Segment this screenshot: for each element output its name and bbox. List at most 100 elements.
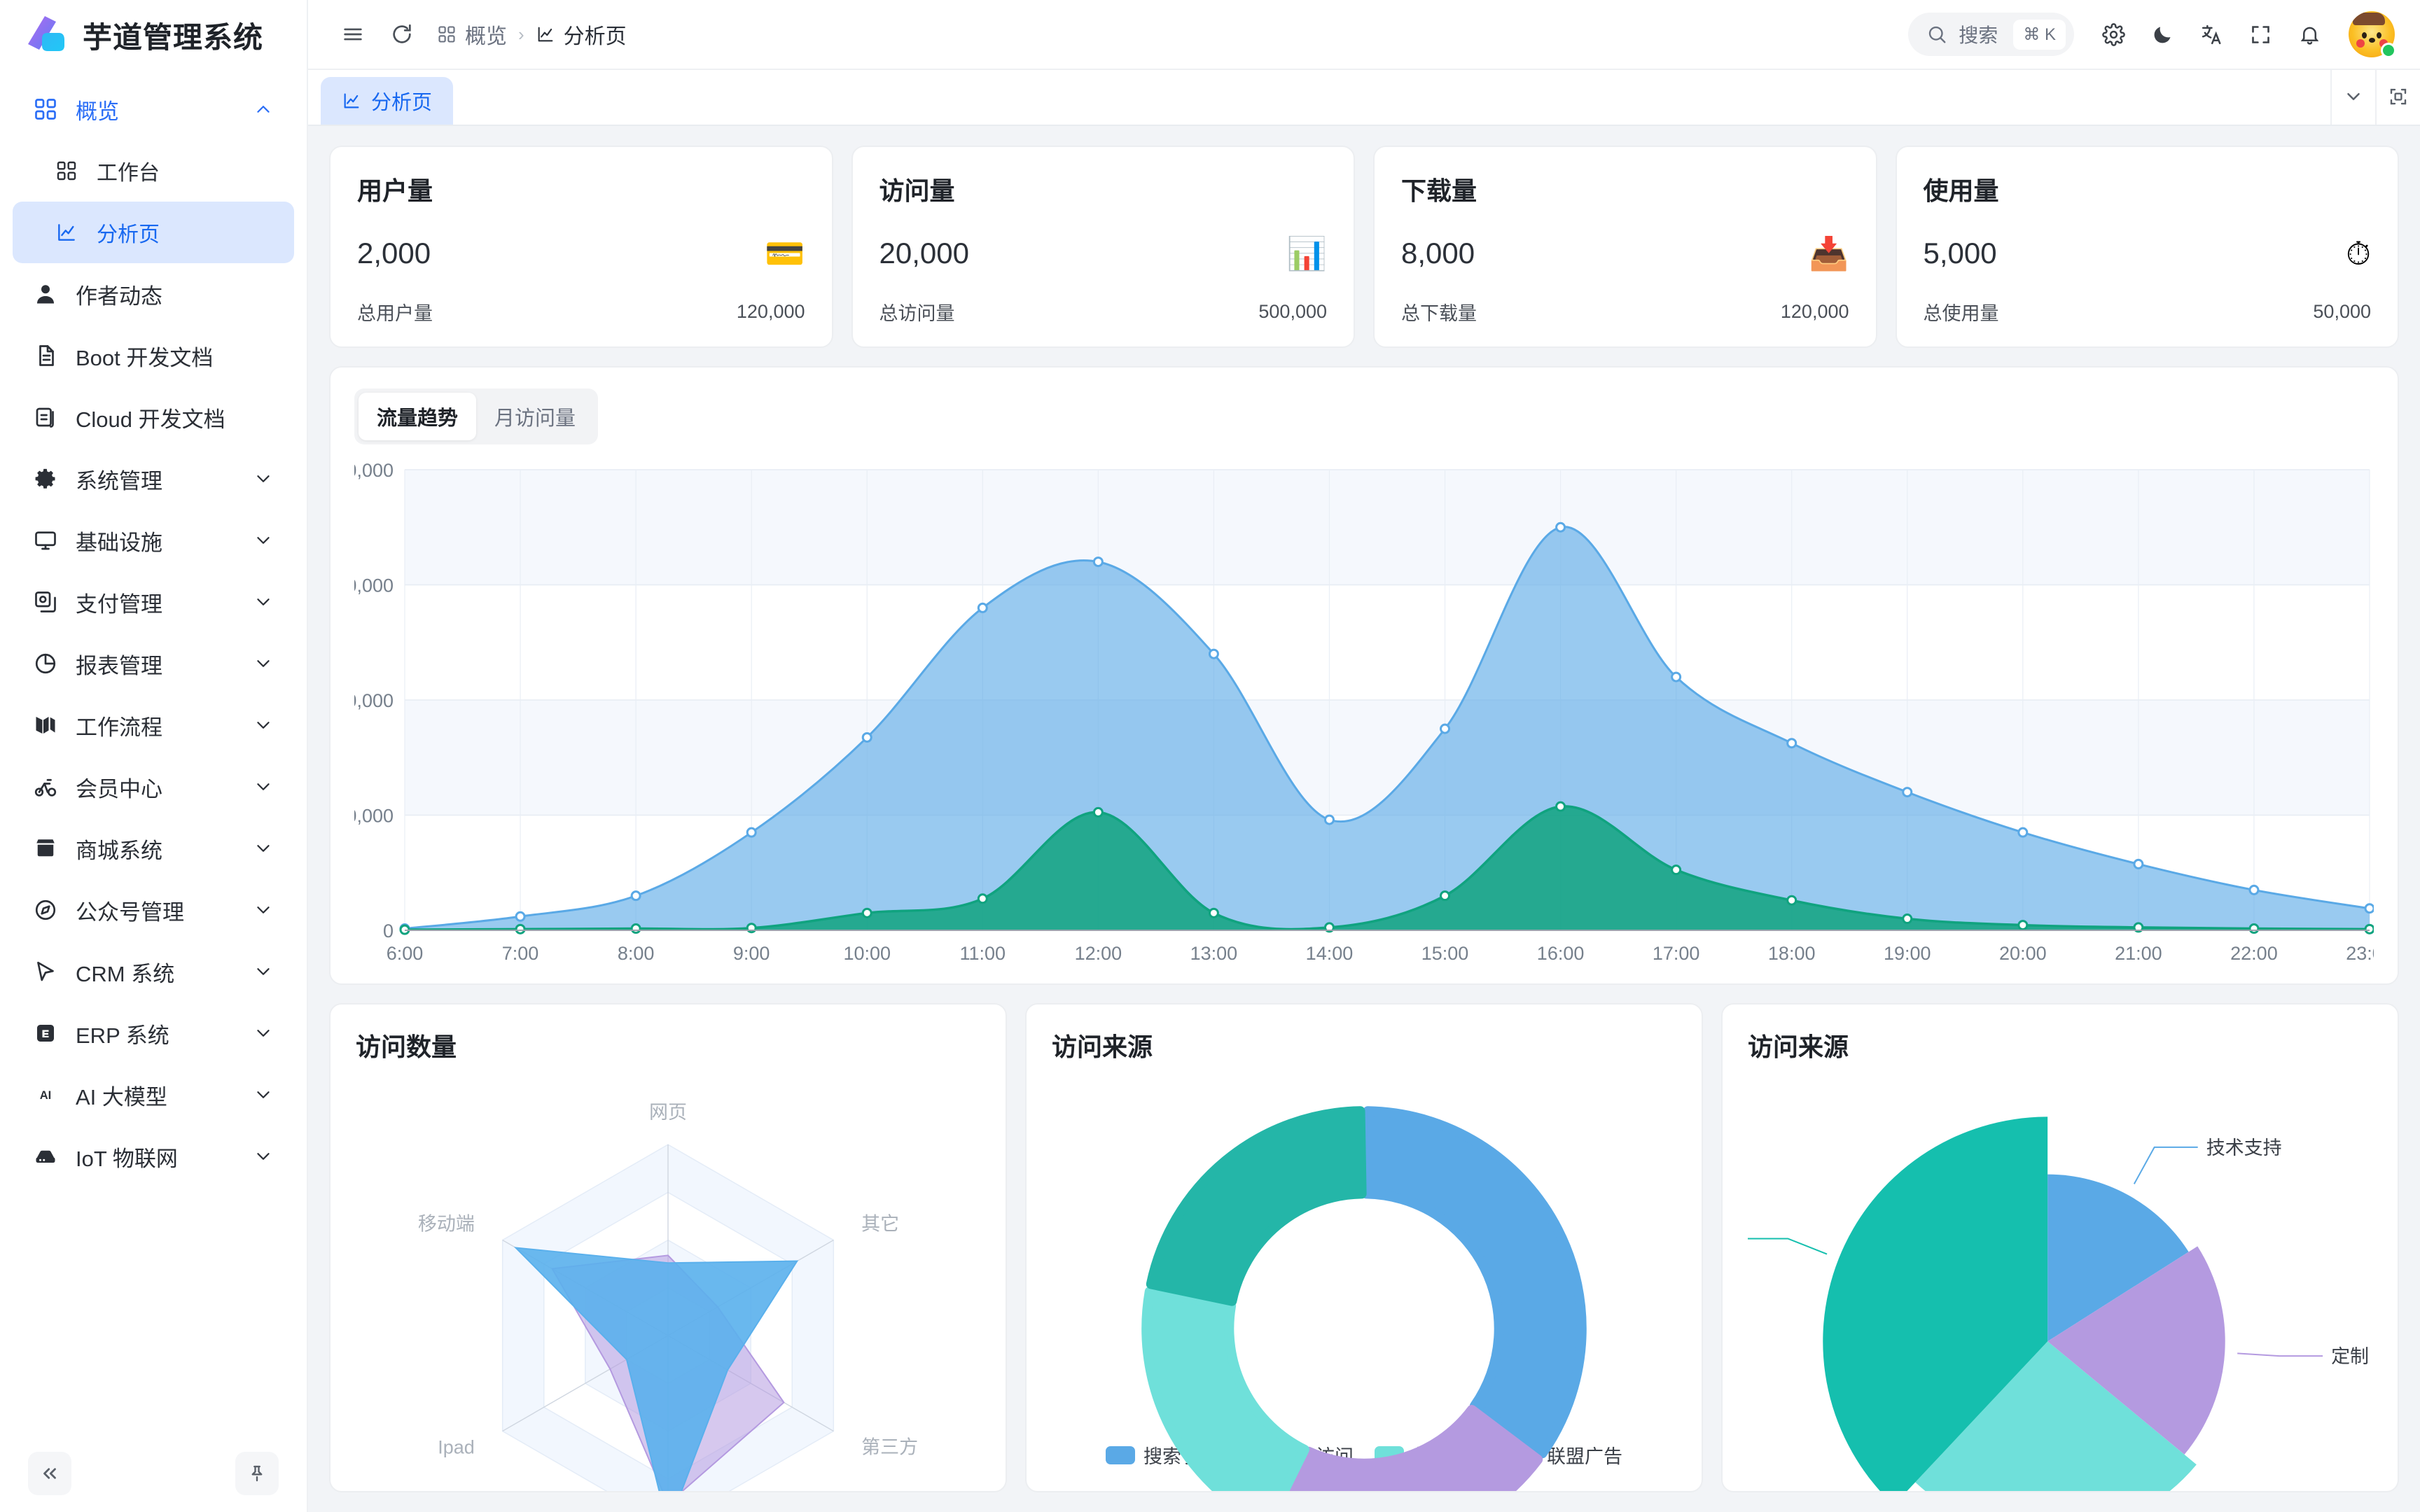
gear-icon[interactable]	[2092, 13, 2134, 55]
chevron-down-icon[interactable]	[252, 1084, 274, 1106]
chart-icon	[53, 219, 80, 246]
stat-card-downloads: 下载量 8,000 📥 总下载量 120,000	[1373, 146, 1877, 348]
chevron-down-icon[interactable]	[252, 1145, 274, 1168]
sidebar-item-label: 工作流程	[76, 715, 162, 740]
search-placeholder: 搜索	[1959, 24, 1998, 46]
copy-icon	[32, 404, 59, 430]
moon-icon[interactable]	[2141, 13, 2183, 55]
pin-icon[interactable]	[235, 1452, 279, 1495]
search-input[interactable]: 搜索 ⌘ K	[1908, 13, 2074, 56]
bike-icon	[32, 774, 59, 800]
sidebar-collapse-button[interactable]	[28, 1452, 71, 1495]
stat-card-users: 用户量 2,000 💳 总用户量 120,000	[329, 146, 833, 348]
clock-icon: ⏱	[2346, 235, 2371, 272]
chevron-down-icon[interactable]	[252, 776, 274, 798]
sidebar-item-label: 工作台	[97, 162, 160, 185]
refresh-icon[interactable]	[382, 15, 422, 54]
card-total-label: 总访问量	[879, 303, 955, 324]
tab-analysis[interactable]: 分析页	[321, 77, 454, 125]
sidebar-item-工作台[interactable]: 工作台	[13, 140, 294, 202]
flow-icon	[32, 712, 59, 738]
sidebar-item-系统管理[interactable]: 系统管理	[13, 448, 294, 510]
trend-tab-monthly[interactable]: 月访问量	[494, 407, 576, 430]
sidebar-item-支付管理[interactable]: 支付管理	[13, 571, 294, 633]
sidebar-item-商城系统[interactable]: 商城系统	[13, 818, 294, 879]
shop-icon	[32, 835, 59, 862]
card-value: 8,000	[1401, 237, 1475, 270]
svg-text:6:00: 6:00	[387, 943, 424, 964]
sidebar: 芋道管理系统 概览工作台分析页 作者动态 Boot 开发文档 Cloud 开发文档 系统…	[0, 0, 308, 1512]
breadcrumb-label: 分析页	[563, 25, 627, 48]
chart-title: 访问来源	[1748, 1032, 1849, 1061]
svg-text:80,000: 80,000	[354, 460, 394, 481]
trend-tab-traffic[interactable]: 流量趋势	[359, 393, 477, 440]
svg-text:18:00: 18:00	[1768, 943, 1816, 964]
avatar-cheek-left	[2356, 39, 2365, 48]
sidebar-item-公众号管理[interactable]: 公众号管理	[13, 879, 294, 941]
svg-text:15:00: 15:00	[1421, 943, 1469, 964]
sidebar-item-基础设施[interactable]: 基础设施	[13, 510, 294, 571]
chevron-down-icon[interactable]	[252, 652, 274, 675]
tabbar: 分析页	[308, 69, 2420, 126]
sidebar-item-会员中心[interactable]: 会员中心	[13, 756, 294, 818]
sidebar-item-iot-物联网[interactable]: IoT 物联网	[13, 1126, 294, 1187]
radar-svg: 网页其它第三方客户端Ipad移动端	[418, 1102, 918, 1491]
brand[interactable]: 芋道管理系统	[0, 0, 307, 70]
sidebar-item-cloud-开发文档[interactable]: Cloud 开发文档	[13, 386, 294, 448]
visit-count-card: 访问数量 网页其它第三方客户端Ipad移动端 访问 趋势	[329, 1003, 1007, 1492]
svg-text:定制: 定制	[2331, 1346, 2369, 1367]
sidebar-item-作者动态[interactable]: 作者动态	[13, 263, 294, 325]
chevron-down-icon[interactable]	[252, 714, 274, 736]
document-icon	[32, 342, 59, 369]
svg-text:20:00: 20:00	[1999, 943, 2047, 964]
svg-text:移动端: 移动端	[418, 1214, 475, 1235]
chevron-down-icon[interactable]	[252, 529, 274, 552]
chart-title: 访问数量	[356, 1032, 457, 1061]
rose-svg: 技术支持定制远程外包	[1748, 1116, 2369, 1491]
sidebar-item-工作流程[interactable]: 工作流程	[13, 694, 294, 756]
trend-tabs: 流量趋势 月访问量	[354, 388, 599, 444]
hamburger-icon[interactable]	[333, 15, 373, 54]
card-total-label: 总用户量	[357, 303, 433, 324]
fullscreen-icon[interactable]	[2239, 13, 2281, 55]
chevron-down-icon[interactable]	[252, 837, 274, 860]
chevron-down-icon[interactable]	[252, 591, 274, 613]
svg-text:0: 0	[383, 920, 394, 941]
translate-icon[interactable]	[2190, 13, 2232, 55]
sidebar-item-crm-系统[interactable]: CRM 系统	[13, 941, 294, 1002]
chart-title: 访问来源	[1052, 1032, 1153, 1061]
breadcrumb-item-overview[interactable]: 概览	[437, 19, 507, 50]
chevron-down-icon[interactable]	[252, 1022, 274, 1044]
sidebar-item-概览[interactable]: 概览	[13, 78, 294, 140]
avatar-eye-left	[2362, 32, 2367, 38]
chevron-up-icon[interactable]	[252, 98, 274, 120]
svg-text:10:00: 10:00	[843, 943, 891, 964]
bottom-charts: 访问数量 网页其它第三方客户端Ipad移动端 访问 趋势 访问来源 搜索引擎 直…	[329, 1003, 2399, 1492]
svg-text:19:00: 19:00	[1884, 943, 1931, 964]
ai-icon: AI	[32, 1082, 59, 1108]
status-badge	[2381, 43, 2396, 58]
sidebar-item-分析页[interactable]: 分析页	[13, 202, 294, 263]
sidebar-item-erp-系统[interactable]: ERP 系统	[13, 1002, 294, 1064]
svg-text:第三方: 第三方	[861, 1436, 918, 1457]
card-total-value: 500,000	[1258, 301, 1327, 322]
legend-swatch	[1106, 1446, 1135, 1464]
header-icons	[2092, 11, 2396, 58]
chevron-down-icon[interactable]	[252, 899, 274, 921]
chevron-down-icon[interactable]	[2330, 69, 2375, 125]
card-total-label: 总下载量	[1401, 303, 1477, 324]
sidebar-item-ai-大模型[interactable]: AI AI 大模型	[13, 1064, 294, 1126]
traffic-trend-svg: 0 20,000 40,000 60,000 80,000 6:00 7:00 8:00 9:0…	[354, 460, 2374, 964]
chevron-down-icon[interactable]	[252, 960, 274, 983]
avatar[interactable]	[2349, 11, 2396, 58]
sidebar-item-label: 概览	[76, 99, 119, 124]
fullscreen-content-icon[interactable]	[2375, 69, 2420, 125]
sidebar-item-报表管理[interactable]: 报表管理	[13, 633, 294, 694]
sidebar-item-boot-开发文档[interactable]: Boot 开发文档	[13, 325, 294, 386]
sidebar-item-label: 会员中心	[76, 776, 162, 802]
svg-text:8:00: 8:00	[618, 943, 655, 964]
chevron-down-icon[interactable]	[252, 468, 274, 490]
breadcrumb-item-analysis[interactable]: 分析页	[536, 19, 627, 50]
card-value: 20,000	[879, 237, 969, 270]
bell-icon[interactable]	[2288, 13, 2330, 55]
